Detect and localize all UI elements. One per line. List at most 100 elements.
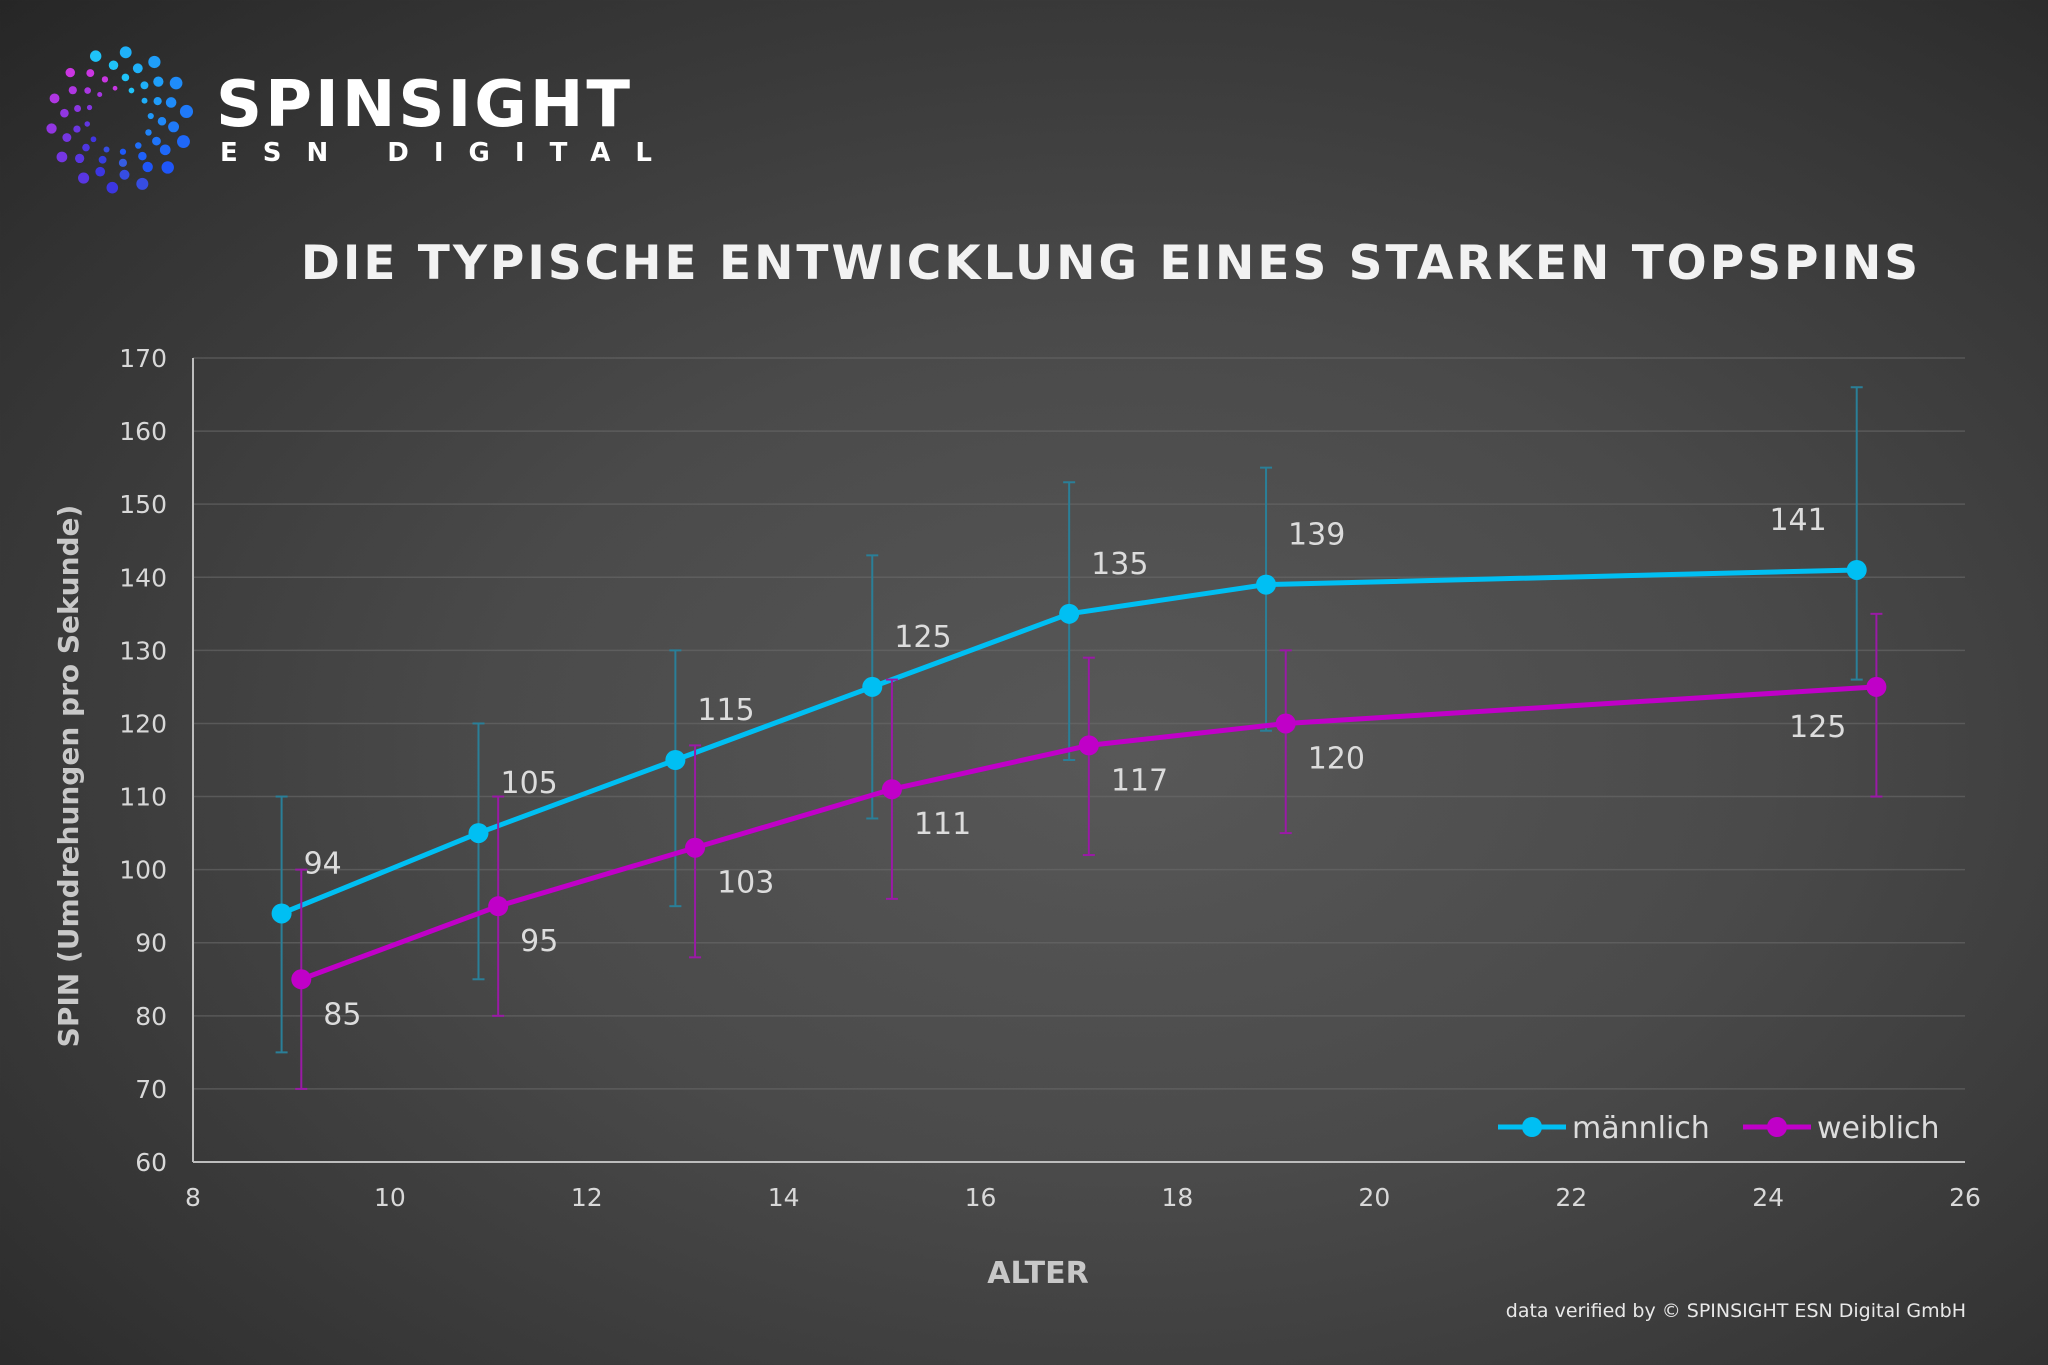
data-label: 141 — [1769, 503, 1826, 538]
logo-dot — [177, 135, 190, 149]
logo-dot — [142, 161, 153, 173]
data-point — [665, 750, 686, 770]
logo-dot — [112, 85, 118, 91]
legend-label: männlich — [1572, 1111, 1710, 1146]
logo-dot — [121, 73, 130, 82]
logo-dot — [145, 129, 152, 136]
logo-dot — [153, 97, 162, 106]
logo-dot — [68, 86, 77, 95]
logo-dot — [135, 142, 142, 149]
y-tick-label: 60 — [135, 1148, 167, 1177]
legend-marker — [1767, 1117, 1787, 1137]
y-tick-label: 160 — [119, 417, 167, 446]
logo-dot — [153, 76, 164, 87]
logo-dot — [119, 46, 132, 59]
data-label: 125 — [894, 620, 951, 655]
x-axis-label: ALTER — [987, 1256, 1088, 1291]
logo-dot — [168, 121, 180, 133]
data-label: 135 — [1091, 547, 1148, 582]
y-tick-label: 80 — [135, 1002, 167, 1031]
y-tick-label: 130 — [119, 636, 167, 665]
logo-dot — [95, 166, 106, 177]
logo-dot — [90, 136, 97, 143]
logo-dot — [152, 136, 161, 146]
logo-dot — [179, 104, 194, 119]
data-label: 105 — [500, 766, 557, 801]
logo-dot — [82, 143, 90, 152]
logo-dot — [74, 105, 82, 112]
x-tick-label: 12 — [571, 1183, 603, 1212]
logo-dot — [132, 63, 143, 74]
logo-dot — [157, 116, 167, 126]
logo-dot — [161, 161, 174, 174]
logo-dot — [119, 148, 127, 155]
logo-dot — [101, 76, 109, 83]
x-tick-label: 16 — [965, 1183, 997, 1212]
logo-dot — [84, 87, 91, 94]
y-tick-label: 90 — [135, 929, 167, 958]
x-tick-label: 18 — [1162, 1183, 1194, 1212]
logo-dot — [119, 169, 130, 180]
logo-dot — [140, 81, 149, 90]
logo-dot — [141, 97, 148, 104]
logo-dot — [49, 93, 60, 104]
data-point — [1078, 735, 1099, 756]
y-tick-label: 120 — [119, 709, 167, 738]
logo-dot — [46, 123, 57, 134]
data-point — [862, 676, 883, 697]
brand-subtitle: ESN DIGITAL — [220, 138, 677, 168]
y-tick-label: 140 — [119, 563, 167, 592]
x-tick-label: 8 — [185, 1183, 201, 1212]
data-label: 103 — [717, 866, 774, 901]
logo-dot — [108, 60, 119, 71]
legend-marker — [1522, 1117, 1542, 1137]
y-tick-label: 70 — [135, 1075, 167, 1104]
logo-dot — [62, 133, 72, 142]
data-point — [1059, 603, 1080, 624]
logo-dot — [118, 158, 128, 167]
x-tick-label: 24 — [1752, 1183, 1784, 1212]
data-point — [1256, 574, 1277, 595]
data-label: 85 — [323, 997, 361, 1032]
x-tick-label: 10 — [374, 1183, 406, 1212]
data-point — [1275, 713, 1296, 734]
data-point — [488, 896, 509, 917]
y-tick-label: 170 — [119, 344, 167, 373]
logo-dot — [159, 144, 171, 156]
logo-dot — [128, 87, 135, 94]
logo-dot — [56, 151, 68, 163]
logo-dot — [74, 153, 85, 164]
spinsight-logo-icon — [46, 46, 194, 194]
logo-dot — [60, 108, 69, 118]
logo-dot — [136, 177, 149, 190]
data-point — [881, 779, 902, 800]
data-point — [468, 823, 489, 844]
y-tick-label: 110 — [119, 783, 167, 812]
data-label: 125 — [1789, 710, 1846, 745]
data-point — [1866, 676, 1887, 697]
data-point — [685, 837, 706, 858]
legend-label: weiblich — [1817, 1111, 1940, 1146]
logo-dot — [147, 112, 154, 120]
logo-dot — [165, 97, 177, 108]
logo-dot — [97, 91, 103, 97]
logo-dot — [103, 146, 110, 153]
data-point — [1846, 559, 1867, 580]
x-tick-label: 26 — [1949, 1183, 1981, 1212]
logo-dot — [169, 76, 183, 90]
series-weiblich: 85 95 103 111 117 120 125 — [291, 612, 1887, 1090]
data-label: 115 — [697, 693, 754, 728]
logo-dot — [78, 172, 90, 184]
data-label: 117 — [1111, 763, 1168, 798]
data-point — [291, 969, 312, 990]
logo-dot — [98, 155, 107, 164]
data-label: 139 — [1288, 518, 1345, 553]
x-tick-label: 22 — [1555, 1183, 1587, 1212]
logo-dot — [89, 50, 102, 62]
y-tick-label: 150 — [119, 490, 167, 519]
logo-dot — [73, 125, 81, 133]
logo-dot — [84, 121, 90, 127]
x-tick-label: 20 — [1358, 1183, 1390, 1212]
logo-dot — [86, 104, 93, 111]
